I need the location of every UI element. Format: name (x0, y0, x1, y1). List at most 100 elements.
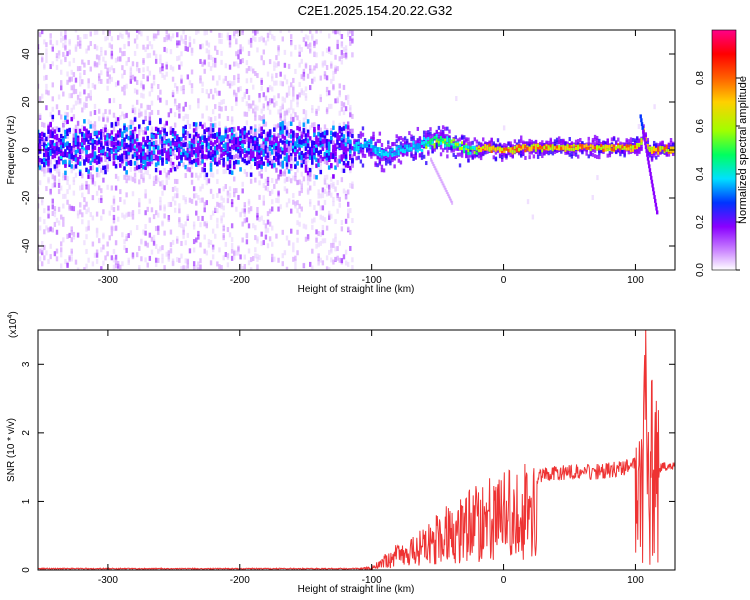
spectrum-cell (342, 160, 346, 166)
spectrum-cell (171, 151, 175, 156)
spectrum-cell (346, 163, 350, 169)
spectrum-cell (190, 179, 194, 185)
spectrum-cell (302, 139, 306, 144)
spectrum-cell (159, 181, 162, 187)
spectrum-cell (422, 134, 426, 139)
spectrum-cell (125, 150, 128, 156)
spectrum-cell (182, 106, 185, 112)
spectrum-cell (167, 148, 171, 153)
spectrum-cell (290, 82, 293, 88)
spectrum-cell (439, 152, 443, 157)
spectrum-cell (606, 141, 609, 146)
spectrum-cell (161, 253, 164, 259)
spectrum-cell (97, 172, 101, 178)
spectrum-cell (150, 150, 154, 155)
spectrum-cell (226, 262, 230, 268)
spectrum-cell (72, 231, 76, 237)
spectrum-cell (188, 133, 192, 139)
spectrum-cell (127, 147, 131, 152)
spectrum-cell (184, 155, 188, 161)
spectrum-cell (308, 155, 312, 160)
spectrum-cell (108, 210, 111, 216)
spectrum-cell (165, 100, 168, 106)
spectrum-cell (351, 163, 354, 168)
spectrum-cell (273, 124, 276, 130)
spectrum-cell (290, 113, 293, 119)
spectrum-cell (289, 129, 293, 134)
spectrum-cell (330, 242, 333, 248)
spectrum-cell (55, 40, 59, 46)
spectrum-cell (72, 180, 76, 186)
spectrum-cell (72, 57, 76, 63)
spectrum-cell (220, 139, 223, 145)
spectrum-cell (93, 44, 97, 50)
spectrum-cell (327, 139, 331, 144)
spectrum-cell (228, 127, 232, 132)
spectrum-cell (79, 209, 82, 215)
spectrum-cell (313, 151, 316, 156)
spectrum-cell (444, 126, 447, 131)
spectrum-cell (228, 64, 232, 70)
spectrum-cell (129, 154, 133, 160)
spectrum-cell (76, 158, 80, 163)
spectrum-cell (262, 219, 265, 225)
spectrum-cell (311, 160, 314, 165)
spectrum-cell (110, 135, 114, 141)
spectrum-cell (425, 143, 428, 147)
spectrum-cell (176, 32, 179, 38)
spectrum-cell (209, 123, 213, 129)
spectrum-cell (195, 200, 198, 206)
spectrum-cell (100, 215, 103, 221)
spectrum-cell (53, 143, 57, 147)
spectrum-cell (140, 239, 143, 245)
spectrum-cell (118, 128, 122, 133)
spectrum-cell (467, 152, 470, 156)
spectrum-cell (87, 225, 90, 231)
spectrum-cell (294, 146, 297, 151)
spectrum-cell (93, 181, 97, 187)
spectrum-cell (361, 126, 365, 131)
spectrum-cell (201, 153, 204, 159)
spectrum-cell (317, 150, 320, 156)
spectrum-cell (222, 151, 225, 157)
spectrum-cell (87, 184, 90, 190)
spectrum-cell (285, 202, 289, 208)
spectrum-cell (106, 164, 109, 169)
spectrum-cell (57, 160, 61, 165)
spectrum-cell (317, 242, 320, 248)
spectrum-cell (70, 164, 74, 169)
spectrum-cell (182, 148, 185, 154)
spectrum-cell (340, 42, 344, 48)
spectrum-cell (87, 154, 90, 159)
spectrum-cell (534, 145, 538, 149)
spectrum-cell (290, 99, 293, 105)
spectrum-cell (317, 105, 320, 111)
spectrum-cell (382, 168, 386, 173)
spectrum-cell (233, 192, 236, 198)
spectrum-cell (209, 172, 213, 178)
spectrum-cell (87, 169, 90, 174)
spectrum-cell (235, 153, 238, 159)
spectrum-cell (332, 242, 335, 248)
spectrum-cell (313, 140, 316, 146)
spectrum-cell (530, 146, 533, 150)
spectrum-cell (49, 159, 52, 165)
spectrum-cell (85, 234, 88, 240)
spectrum-cell (593, 154, 597, 159)
spectrum-cell (76, 35, 80, 41)
spectrum-cell (256, 137, 259, 142)
spectrum-cell (232, 164, 236, 170)
spectrum-cell (397, 158, 401, 163)
spectrum-cell (152, 150, 156, 155)
spectrum-cell (230, 81, 234, 87)
spectrum-cell (211, 123, 215, 128)
spectrum-cell (186, 150, 190, 156)
spectrum-cell (176, 88, 179, 94)
spectrum-cell (281, 36, 284, 42)
spectrum-cell (342, 143, 346, 148)
spectrum-cell (319, 127, 322, 133)
spectrum-cell (74, 149, 78, 155)
spectrum-cell (112, 198, 116, 204)
spectrum-cell (600, 149, 603, 154)
spectrum-cell (195, 210, 198, 216)
